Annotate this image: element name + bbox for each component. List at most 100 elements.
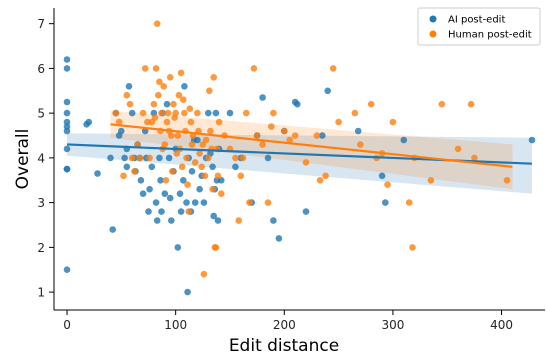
point-human	[112, 109, 120, 117]
point-human	[168, 132, 175, 139]
point-ai	[166, 194, 174, 202]
point-human	[184, 181, 191, 188]
point-ai	[528, 136, 536, 144]
y-tick-label: 3	[37, 196, 45, 210]
point-human	[409, 244, 416, 251]
y-tick-label: 6	[37, 62, 45, 76]
point-ai	[63, 266, 71, 274]
point-human	[162, 177, 170, 184]
point-human	[270, 109, 277, 117]
point-ai	[109, 226, 116, 233]
point-human	[185, 208, 192, 215]
point-ai	[63, 145, 71, 153]
point-ai	[200, 199, 208, 206]
point-human	[155, 91, 162, 99]
point-human	[160, 83, 167, 90]
point-ai	[294, 100, 301, 108]
point-human	[235, 217, 242, 224]
point-human	[215, 118, 223, 126]
point-human	[146, 154, 153, 162]
point-human	[384, 181, 391, 188]
point-ai	[302, 208, 310, 215]
point-human	[134, 141, 141, 148]
data-points	[63, 20, 536, 296]
point-human	[126, 100, 134, 108]
point-human	[174, 132, 182, 139]
regression-lines	[66, 123, 533, 168]
point-human	[194, 109, 201, 117]
confidence-bands	[67, 110, 532, 194]
point-human	[246, 199, 253, 206]
point-human	[139, 109, 147, 117]
point-human	[503, 177, 511, 184]
regression-line-human	[110, 123, 513, 168]
point-ai	[354, 127, 362, 135]
point-ai	[146, 185, 153, 193]
point-human	[329, 65, 337, 72]
y-tick-label: 1	[37, 286, 45, 300]
point-human	[471, 154, 478, 162]
point-ai	[139, 190, 147, 197]
x-ticks: 0 100 200 300 400	[63, 310, 513, 332]
point-human	[151, 114, 159, 121]
x-tick-label: 400	[490, 318, 513, 332]
point-human	[188, 141, 196, 148]
point-ai	[85, 118, 93, 126]
point-human	[218, 190, 225, 197]
point-human	[438, 100, 446, 108]
point-ai	[264, 154, 272, 162]
point-human	[153, 20, 161, 28]
point-human	[405, 199, 413, 206]
point-ai	[270, 217, 277, 224]
point-human	[177, 69, 185, 77]
point-ai	[259, 94, 266, 101]
point-human	[313, 132, 321, 139]
point-human	[454, 145, 462, 153]
point-human	[264, 199, 272, 206]
point-ai	[183, 199, 190, 206]
point-human	[291, 132, 299, 139]
point-ai	[123, 163, 131, 171]
point-human	[178, 163, 186, 171]
point-human	[166, 74, 174, 81]
point-human	[141, 65, 149, 72]
point-ai	[125, 83, 133, 90]
point-ai	[152, 199, 160, 206]
legend-marker-human	[429, 30, 437, 38]
point-human	[200, 270, 208, 278]
point-human	[467, 100, 475, 108]
point-human	[123, 91, 131, 99]
point-human	[243, 109, 250, 117]
point-ai	[107, 154, 114, 162]
x-axis-title: Edit distance	[229, 336, 339, 356]
point-ai	[94, 170, 101, 177]
point-human	[152, 65, 160, 72]
y-tick-label: 4	[37, 151, 45, 165]
point-human	[169, 168, 176, 175]
point-ai	[209, 163, 216, 171]
point-human	[158, 109, 165, 117]
point-human	[150, 100, 158, 108]
point-human	[253, 132, 261, 139]
point-ai	[188, 168, 196, 175]
point-ai	[378, 172, 386, 180]
point-human	[183, 154, 190, 162]
point-human	[427, 177, 435, 184]
point-human	[191, 159, 199, 166]
point-ai	[153, 217, 161, 224]
y-ticks: 1 2 3 4 5 6 7	[37, 17, 54, 300]
point-human	[180, 96, 187, 103]
point-human	[115, 118, 123, 126]
point-ai	[319, 132, 326, 139]
point-ai	[158, 208, 165, 215]
point-ai	[226, 109, 234, 117]
point-human	[281, 127, 288, 135]
point-human	[232, 154, 239, 162]
point-ai	[205, 109, 212, 117]
point-ai	[121, 154, 128, 162]
point-ai	[275, 235, 283, 242]
point-ai	[156, 154, 163, 162]
point-ai	[184, 288, 191, 296]
point-human	[181, 109, 188, 117]
axes	[53, 8, 545, 311]
